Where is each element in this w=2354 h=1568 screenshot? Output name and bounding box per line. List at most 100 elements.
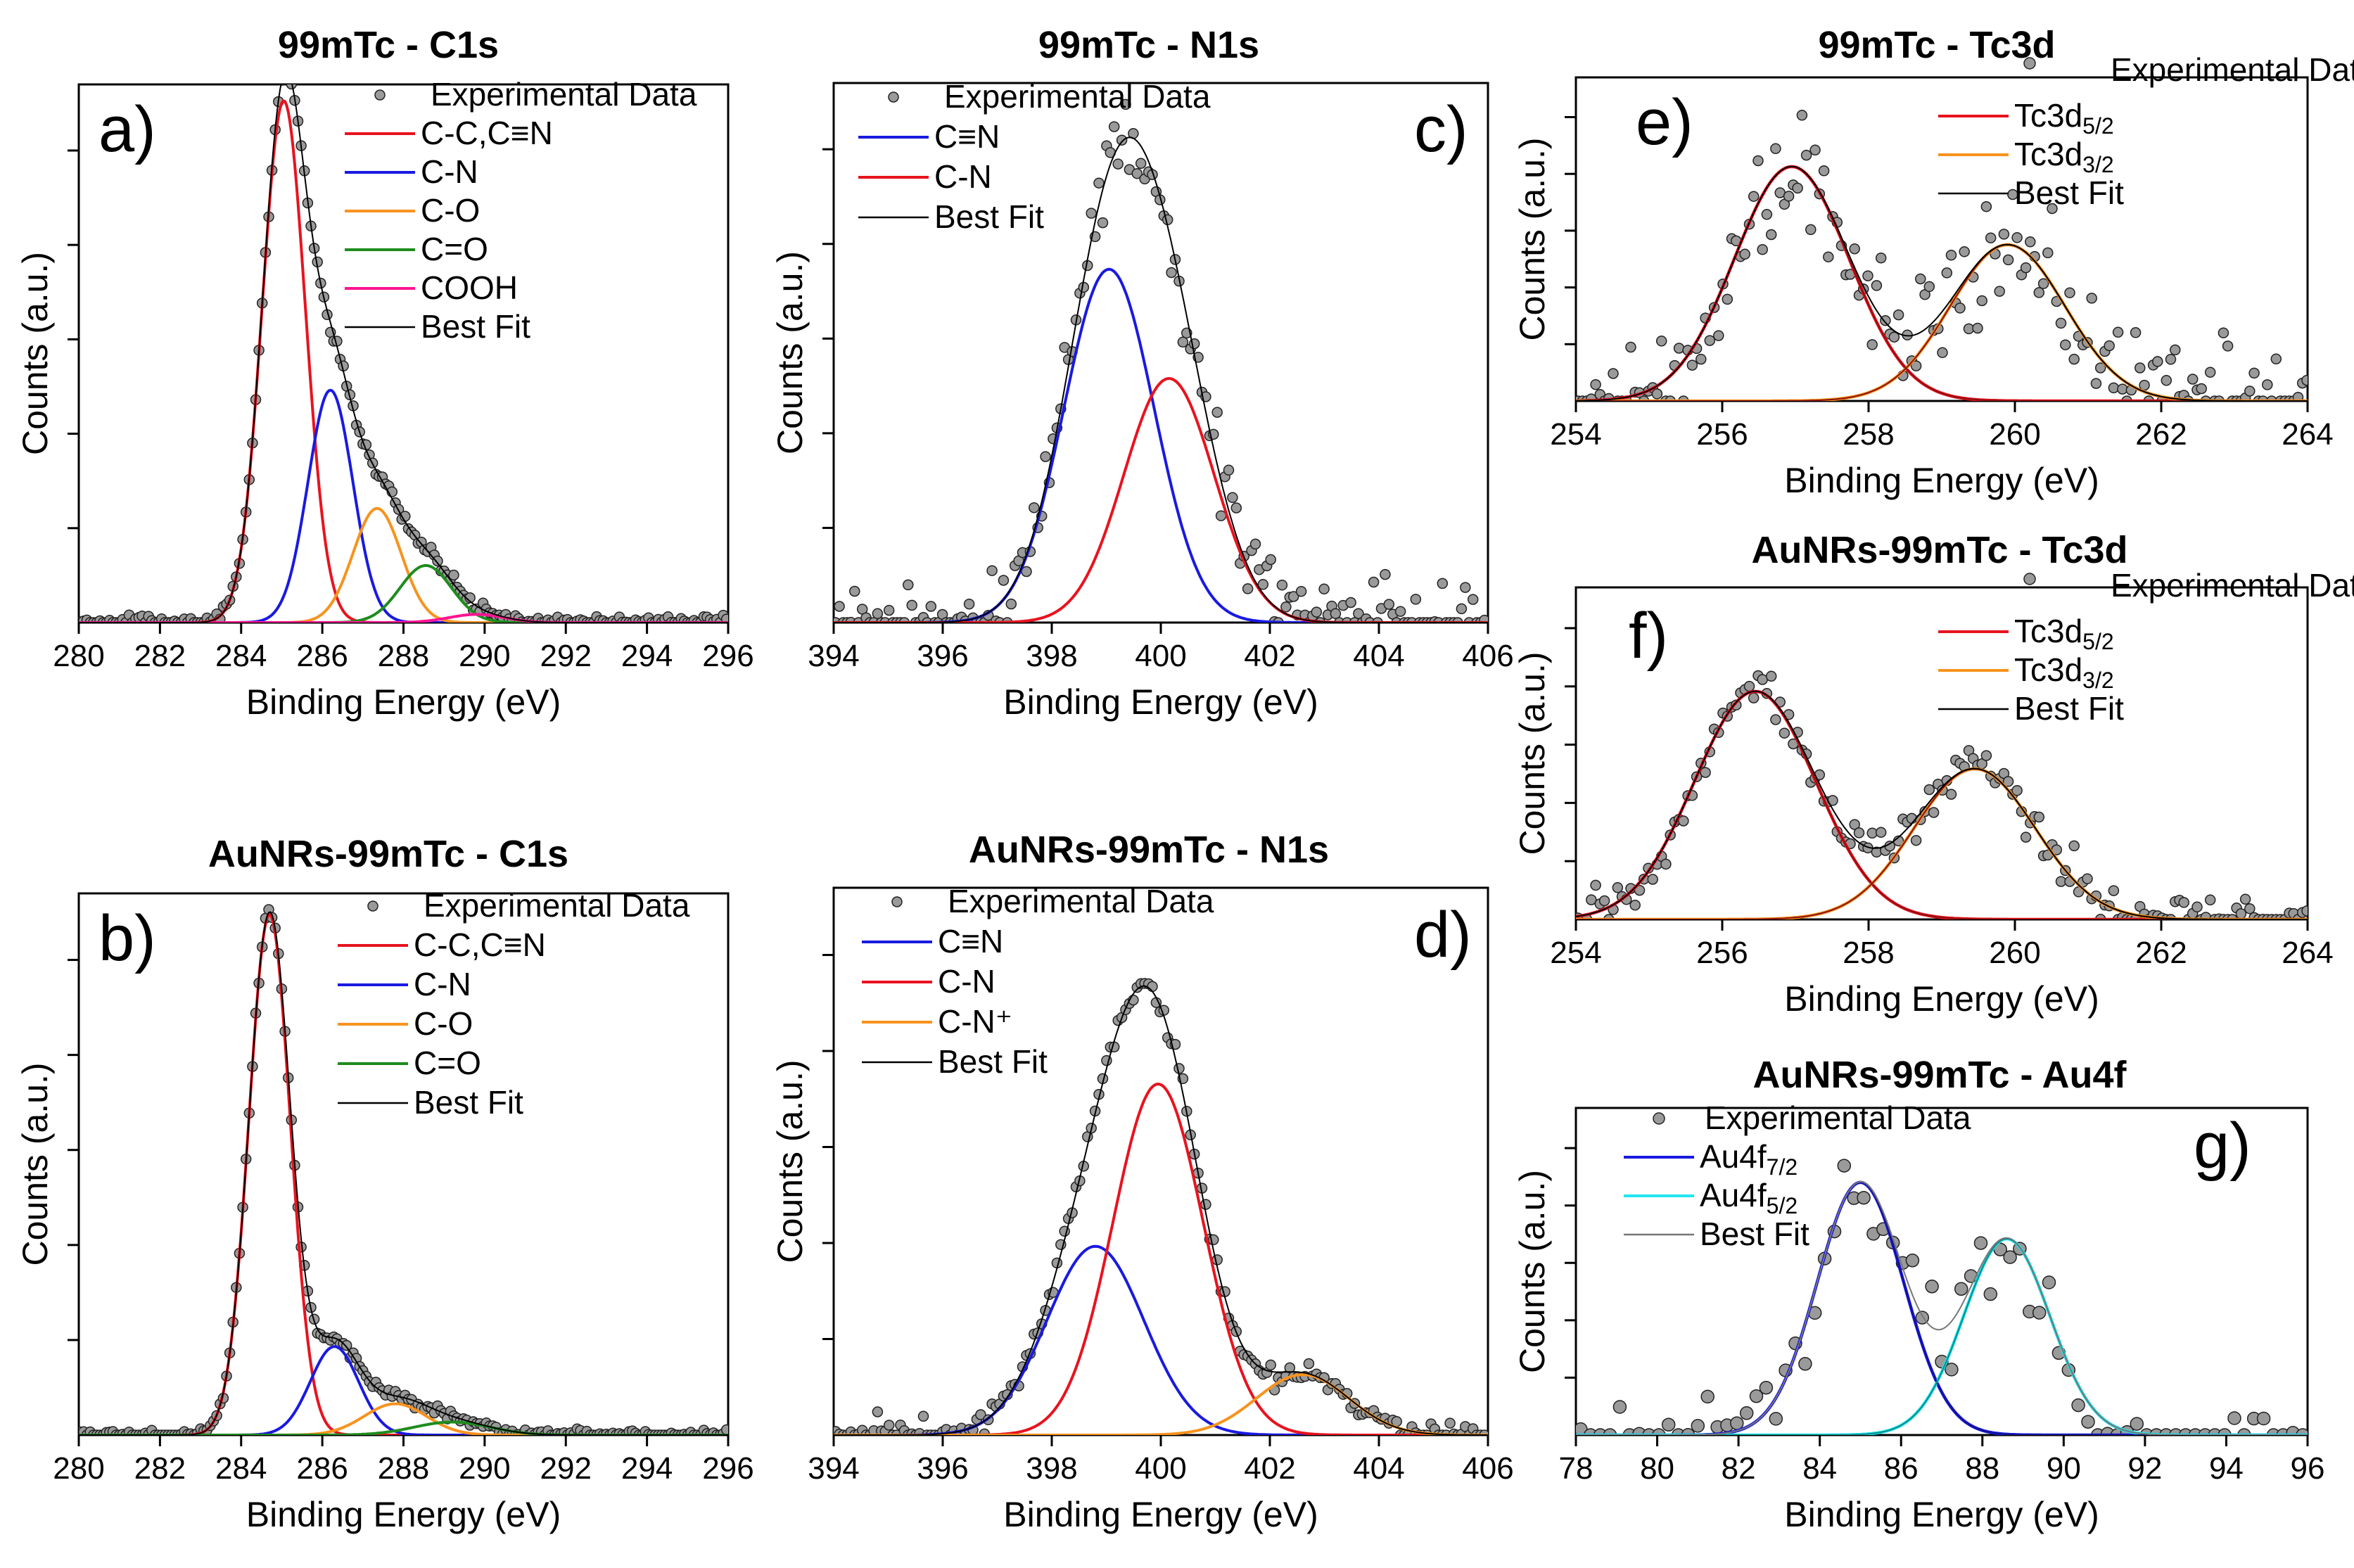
plot-area — [1576, 1159, 2308, 1435]
legend-label: C-C,C≡N — [414, 926, 546, 963]
data-point — [1923, 784, 1935, 796]
data-point — [1097, 217, 1109, 229]
x-tick-label: 84 — [1802, 1451, 1837, 1486]
panel-label: f) — [1629, 600, 1668, 672]
data-point — [1748, 692, 1760, 703]
data-point — [2161, 375, 2172, 386]
data-point — [1770, 143, 1781, 155]
component-curve-1 — [1576, 689, 2308, 919]
panel-label: d) — [1414, 899, 1472, 971]
component-curve-2 — [1576, 1237, 2308, 1435]
data-point — [1211, 1254, 1223, 1266]
data-point — [1695, 353, 1707, 365]
legend-label: Best Fit — [2014, 174, 2124, 211]
data-point — [1770, 714, 1781, 725]
data-point — [1655, 336, 1667, 347]
data-point — [2104, 340, 2115, 352]
data-point — [2270, 353, 2282, 365]
x-tick-label: 294 — [621, 639, 673, 673]
data-point — [2134, 362, 2146, 374]
x-tick-label: 294 — [621, 1451, 673, 1486]
x-tick-label: 290 — [459, 1451, 510, 1486]
panel-label: e) — [1636, 87, 1693, 158]
data-point — [1242, 583, 1254, 594]
data-point — [1029, 502, 1040, 514]
panel-a: 99mTc - C1s a) 280 282 284 286 288 290 292 294 296… — [15, 24, 754, 722]
panel-d: AuNRs-99mTc - N1s d) 394 396 398 400 402 404 406… — [770, 829, 1514, 1534]
data-point — [1730, 1416, 1744, 1430]
data-point — [448, 569, 459, 581]
data-point — [1661, 1417, 1676, 1432]
data-point — [2090, 378, 2102, 389]
data-point — [1295, 585, 1307, 597]
component-curve-1 — [79, 98, 728, 623]
best-fit-curve — [834, 136, 1488, 623]
data-point — [1211, 407, 1223, 418]
panel-f: AuNRs-99mTc - Tc3d f) 254 256 258 260 262 264 Bi… — [1513, 529, 2354, 1019]
data-point — [1460, 582, 1471, 593]
data-point — [1722, 293, 1733, 305]
legend-marker — [888, 91, 899, 103]
data-point — [2033, 287, 2045, 298]
data-point — [2042, 247, 2054, 259]
panel-title: 99mTc - C1s — [278, 24, 499, 66]
data-point — [1985, 232, 1997, 243]
data-point — [1823, 251, 1834, 262]
data-point — [1915, 273, 1926, 285]
legend-label: Best Fit — [421, 308, 530, 345]
plot-frame — [1574, 1107, 2309, 1436]
data-point — [1954, 1282, 1968, 1296]
x-tick-label: 394 — [808, 639, 859, 673]
data-point — [2082, 873, 2093, 884]
x-axis-label: Binding Energy (eV) — [1784, 1495, 2099, 1534]
panel-label: c) — [1414, 94, 1468, 165]
component-curve-3 — [834, 1373, 1488, 1435]
data-point — [1479, 614, 1488, 623]
data-point — [2239, 893, 2251, 905]
x-tick-label: 396 — [917, 639, 968, 673]
panel-title: AuNRs-99mTc - C1s — [208, 833, 568, 875]
panel-label: g) — [2194, 1110, 2251, 1182]
component-outline-1 — [1576, 165, 2308, 401]
panel-e: 99mTc - Tc3d e) 254 256 258 260 262 264 Binding … — [1513, 24, 2354, 500]
x-tick-label: 86 — [1884, 1451, 1919, 1486]
legend-label: C-N — [421, 153, 478, 190]
x-tick-label: 82 — [1722, 1451, 1756, 1486]
data-point — [1809, 144, 1821, 156]
data-point — [2178, 897, 2189, 908]
data-point — [2042, 1275, 2056, 1289]
data-point — [1700, 1389, 1714, 1404]
data-point — [1905, 1254, 1920, 1268]
x-tick-label: 256 — [1696, 417, 1748, 452]
data-point — [1713, 330, 1724, 341]
data-point — [2020, 831, 2032, 843]
x-tick-label: 88 — [1965, 1451, 1999, 1486]
x-tick-label: 396 — [917, 1451, 968, 1486]
experimental-points — [834, 98, 1488, 623]
legend-label: COOH — [421, 269, 518, 306]
component-curve-1 — [834, 1244, 1488, 1435]
data-point — [2187, 374, 2199, 385]
data-point — [1380, 568, 1391, 580]
data-point — [1686, 359, 1698, 371]
x-tick-label: 296 — [702, 639, 753, 673]
data-point — [1612, 882, 1624, 893]
legend: Experimental DataC-C,C≡NC-NC-OC=OCOOHBes… — [345, 76, 697, 345]
data-point — [1857, 1190, 1871, 1205]
data-point — [2292, 391, 2304, 401]
data-point — [1265, 1359, 1276, 1371]
plot-frame — [1574, 76, 2309, 402]
best-fit-curve — [1576, 165, 2308, 401]
plot-area — [79, 904, 728, 1435]
legend-label: Tc3d5/2 — [2014, 97, 2114, 139]
data-point — [2007, 189, 2018, 200]
panel-c: 99mTc - N1s c) 394 396 398 400 402 404 406 Bindin… — [770, 24, 1514, 722]
legend-label: C≡N — [938, 923, 1003, 960]
x-tick-label: 256 — [1696, 936, 1748, 970]
data-point — [1230, 502, 1242, 514]
data-point — [1177, 336, 1189, 348]
data-point — [872, 608, 884, 620]
component-curve-1 — [1576, 1180, 2308, 1435]
